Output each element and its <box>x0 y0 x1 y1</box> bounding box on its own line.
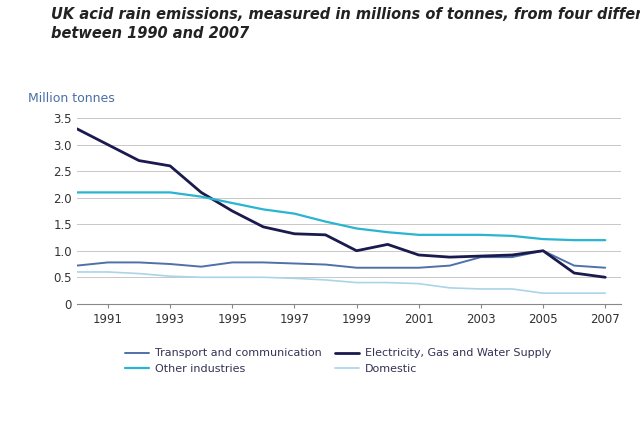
Text: UK acid rain emissions, measured in millions of tonnes, from four different sect: UK acid rain emissions, measured in mill… <box>51 7 640 41</box>
Legend: Transport and communication, Other industries, Electricity, Gas and Water Supply: Transport and communication, Other indus… <box>120 344 556 378</box>
Text: Million tonnes: Million tonnes <box>28 92 115 105</box>
